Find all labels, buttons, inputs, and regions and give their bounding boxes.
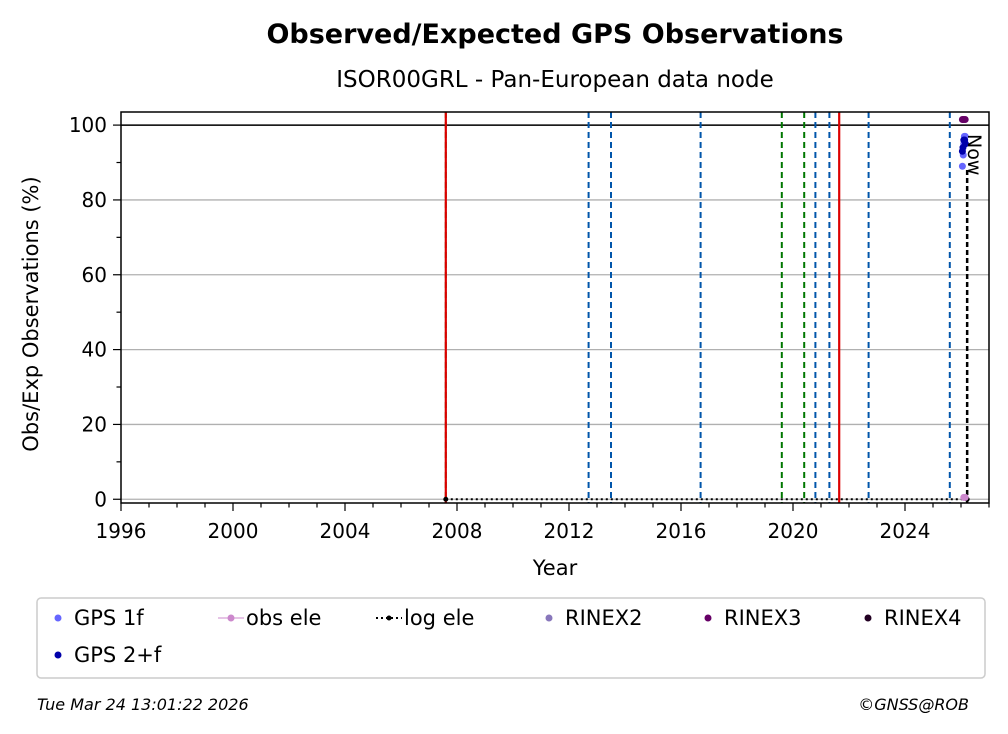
legend-label: RINEX4: [884, 606, 962, 630]
log-ele-point: [443, 496, 449, 502]
legend-marker: [386, 615, 392, 621]
legend-item-gps-1f: GPS 1f: [54, 606, 144, 630]
legend-label: GPS 1f: [74, 606, 144, 630]
legend-item-gps-2-f: GPS 2+f: [54, 643, 162, 667]
x-tick-label: 2024: [880, 519, 931, 543]
x-tick-label: 2008: [432, 519, 483, 543]
y-tick-label: 20: [82, 412, 107, 436]
legend-label: GPS 2+f: [74, 643, 162, 667]
legend-marker: [54, 651, 62, 659]
y-axis-label: Obs/Exp Observations (%): [19, 176, 43, 451]
footer-timestamp: Tue Mar 24 13:01:22 2026: [37, 695, 249, 714]
x-tick-label: 2012: [544, 519, 595, 543]
x-tick-label: 1996: [96, 519, 147, 543]
vertical-marker-layer: [444, 112, 969, 503]
y-tick-label: 80: [82, 188, 107, 212]
legend-item-obs-ele: obs ele: [218, 606, 321, 630]
grid-layer: [121, 124, 989, 500]
legend-label: obs ele: [246, 606, 321, 630]
y-tick-label: 0: [94, 487, 107, 511]
x-tick-label: 2020: [768, 519, 819, 543]
x-tick-label: 2004: [320, 519, 371, 543]
legend-marker: [54, 614, 62, 622]
plot-frame: [120, 111, 990, 504]
chart-title: Observed/Expected GPS Observations: [266, 19, 843, 50]
legend-item-rinex2: RINEX2: [545, 606, 643, 630]
data-point-gps-2-f: [961, 140, 969, 148]
footer-credit: ©GNSS@ROB: [858, 695, 969, 714]
legend-box: [36, 597, 986, 679]
legend-label: RINEX3: [724, 606, 802, 630]
legend-label: log ele: [404, 606, 474, 630]
y-tick-label: 100: [69, 113, 107, 137]
now-label: Now: [963, 134, 985, 175]
legend-marker: [227, 614, 235, 622]
legend-item-rinex4: RINEX4: [864, 606, 962, 630]
legend-marker: [864, 614, 872, 622]
legend-marker: [545, 614, 553, 622]
x-tick-label: 2016: [656, 519, 707, 543]
y-axis-ticks: 0 20 40 60 80 100: [69, 113, 121, 511]
data-point-obs-ele: [961, 493, 969, 501]
legend-item-log-ele: log ele: [376, 606, 474, 630]
data-layer: [443, 115, 970, 502]
chart-subtitle: ISOR00GRL - Pan-European data node: [336, 67, 773, 93]
legend-marker: [704, 614, 712, 622]
data-point-gps-1f: [958, 162, 966, 170]
legend: GPS 1f obs ele log ele RINEX2 RINEX3 RINEX4 GP…: [54, 606, 962, 667]
y-tick-label: 60: [82, 263, 107, 287]
x-axis-label: Year: [532, 556, 578, 580]
x-tick-label: 2000: [208, 519, 259, 543]
legend-item-rinex3: RINEX3: [704, 606, 802, 630]
x-axis-ticks: 1996 2000 2004 2008 2012 2016 2020 2024: [96, 503, 990, 543]
y-tick-label: 40: [82, 338, 107, 362]
data-point-rinex3: [961, 115, 969, 123]
legend-label: RINEX2: [565, 606, 643, 630]
